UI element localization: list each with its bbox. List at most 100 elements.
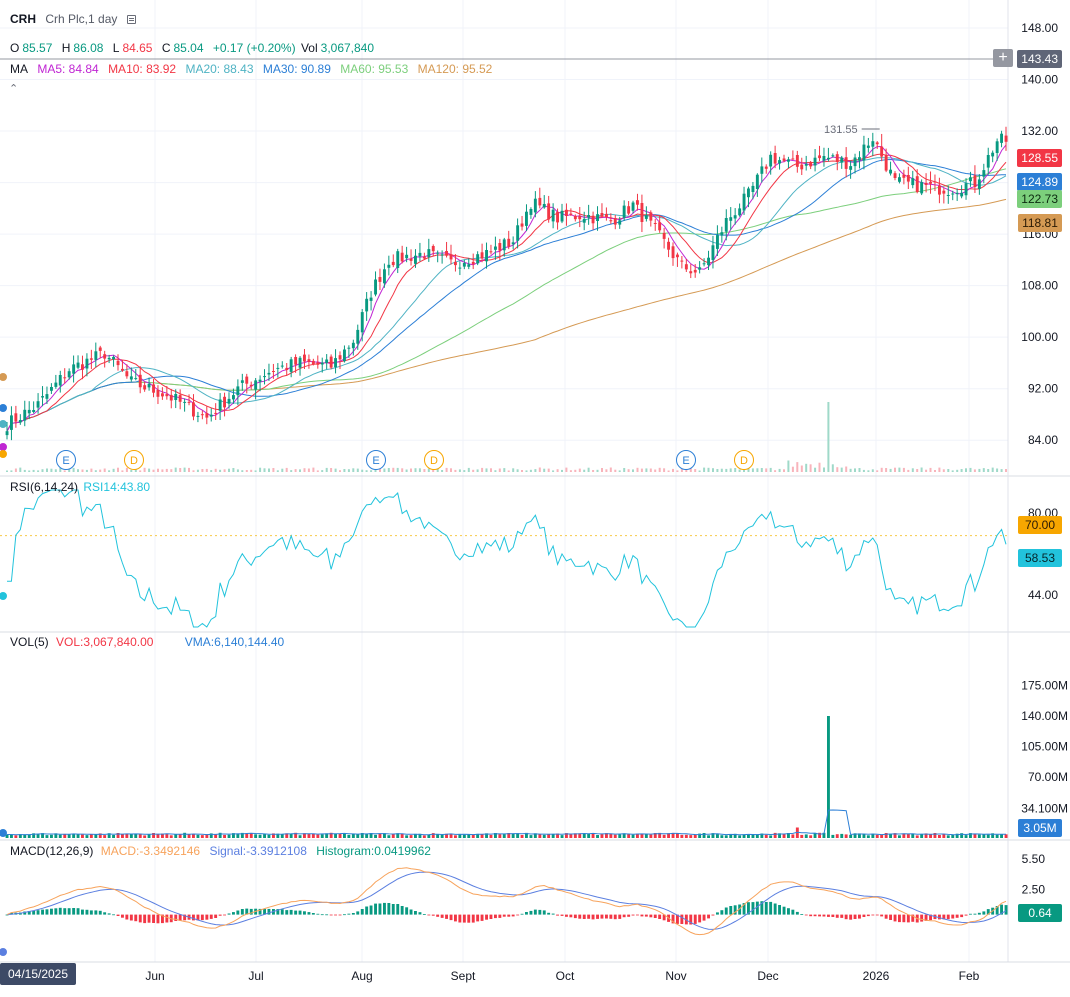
ma20-line <box>6 157 1007 432</box>
candle <box>152 384 155 393</box>
macd-histogram-bar <box>258 908 262 915</box>
vol-series-value: VOL:3,067,840.00 <box>56 635 154 649</box>
plus-icon[interactable]: + <box>993 49 1013 67</box>
ticker-symbol[interactable]: CRH <box>10 12 36 26</box>
overlay-volume-bar <box>978 468 981 472</box>
candle <box>383 269 386 284</box>
volume-pane[interactable] <box>0 716 1008 838</box>
volume-bar <box>258 834 262 838</box>
candle <box>338 355 342 360</box>
volume-bar <box>631 834 635 838</box>
overlay-volume-bar <box>947 469 950 472</box>
volume-bar <box>578 833 582 838</box>
volume-bar <box>489 834 493 838</box>
menu-icon[interactable] <box>126 15 136 24</box>
volume-bar <box>205 834 209 838</box>
volume-bar <box>116 833 120 838</box>
candle <box>898 177 901 182</box>
candle <box>103 354 107 359</box>
event-marker-label: E <box>682 455 689 467</box>
overlay-volume-bar <box>494 470 497 472</box>
candle <box>165 394 169 397</box>
overlay-volume-bar <box>117 467 119 472</box>
open-value: 85.57 <box>22 41 53 55</box>
macd-histogram-bar <box>214 914 218 918</box>
candle <box>565 209 568 216</box>
macd-histogram-bar <box>507 914 511 917</box>
candle <box>356 329 360 344</box>
candle <box>485 250 488 262</box>
overlay-volume-bar <box>379 467 381 472</box>
overlay-volume-bar <box>800 465 803 472</box>
macd-histogram-bar <box>134 914 138 922</box>
candle <box>724 218 728 232</box>
volume-bar <box>334 833 337 838</box>
collapse-icon[interactable]: ⌃ <box>9 83 19 95</box>
ma-label[interactable]: MA <box>10 62 28 76</box>
overlay-volume-bar <box>50 468 53 472</box>
volume-bar <box>884 833 888 838</box>
macd-histogram-bar <box>560 914 564 916</box>
macd-histogram-bar <box>516 914 520 916</box>
overlay-volume-bar <box>605 469 608 472</box>
macd-histogram-bar <box>440 914 444 918</box>
macd-histogram-bar <box>240 909 244 915</box>
price-pane[interactable]: 131.55 E D E D E D <box>0 124 1008 472</box>
volume-bar <box>844 834 848 838</box>
macd-last-badge: 0.64 <box>1018 904 1062 922</box>
macd-histogram-bar <box>529 910 533 915</box>
overlay-volume-bar <box>134 468 137 472</box>
volume-bar <box>81 834 84 838</box>
event-marker-label: D <box>130 455 138 467</box>
macd-histogram-bar <box>755 901 759 915</box>
overlay-volume-bar <box>760 468 763 472</box>
time-axis-label: Sept <box>451 969 476 983</box>
macd-histogram-bar <box>880 914 884 917</box>
volume-bar <box>294 832 298 838</box>
candle <box>640 203 644 222</box>
candle <box>729 217 733 221</box>
volume-bar <box>325 833 329 838</box>
overlay-volume-bar <box>507 470 510 472</box>
candle <box>991 152 995 157</box>
overlay-volume-bar <box>121 470 124 472</box>
overlay-volume-bar <box>538 467 541 472</box>
overlay-volume-bar <box>898 467 901 472</box>
candle <box>245 376 249 384</box>
high-label: H <box>61 41 71 55</box>
rsi-title[interactable]: RSI(6,14,24) <box>10 480 79 494</box>
macd-histogram-bar <box>405 907 409 915</box>
volume-bar <box>240 832 244 838</box>
volume-bar <box>742 834 746 838</box>
volume-bar <box>813 833 817 838</box>
volume-bar <box>760 833 764 838</box>
macd-histogram-bar <box>263 908 266 915</box>
candle <box>14 413 18 422</box>
volume-bar <box>285 833 289 838</box>
volume-bar <box>41 833 44 838</box>
macd-histogram-bar <box>147 914 151 923</box>
macd-histogram-bar <box>471 914 475 923</box>
macd-histogram-bar <box>938 914 941 920</box>
candle <box>121 368 124 371</box>
volume-bar <box>747 834 750 838</box>
volume-bar <box>427 835 431 838</box>
volume-bar <box>680 834 684 838</box>
candle <box>516 225 520 241</box>
macd-title[interactable]: MACD(12,26,9) <box>10 844 94 858</box>
candle <box>480 252 484 259</box>
volume-bar <box>778 833 781 838</box>
candle <box>911 178 915 186</box>
vol-title[interactable]: VOL(5) <box>10 635 49 649</box>
rsi-pane[interactable] <box>0 489 1008 628</box>
series-start-dot <box>0 373 7 381</box>
overlay-volume-bar <box>143 467 146 472</box>
overlay-volume-bar <box>432 468 435 472</box>
candle <box>449 254 453 260</box>
candle <box>280 365 284 367</box>
overlay-volume-bar <box>263 468 266 472</box>
candle <box>374 279 377 295</box>
macd-pane[interactable] <box>0 867 1008 956</box>
price-axis-label: 108.00 <box>1021 279 1058 293</box>
